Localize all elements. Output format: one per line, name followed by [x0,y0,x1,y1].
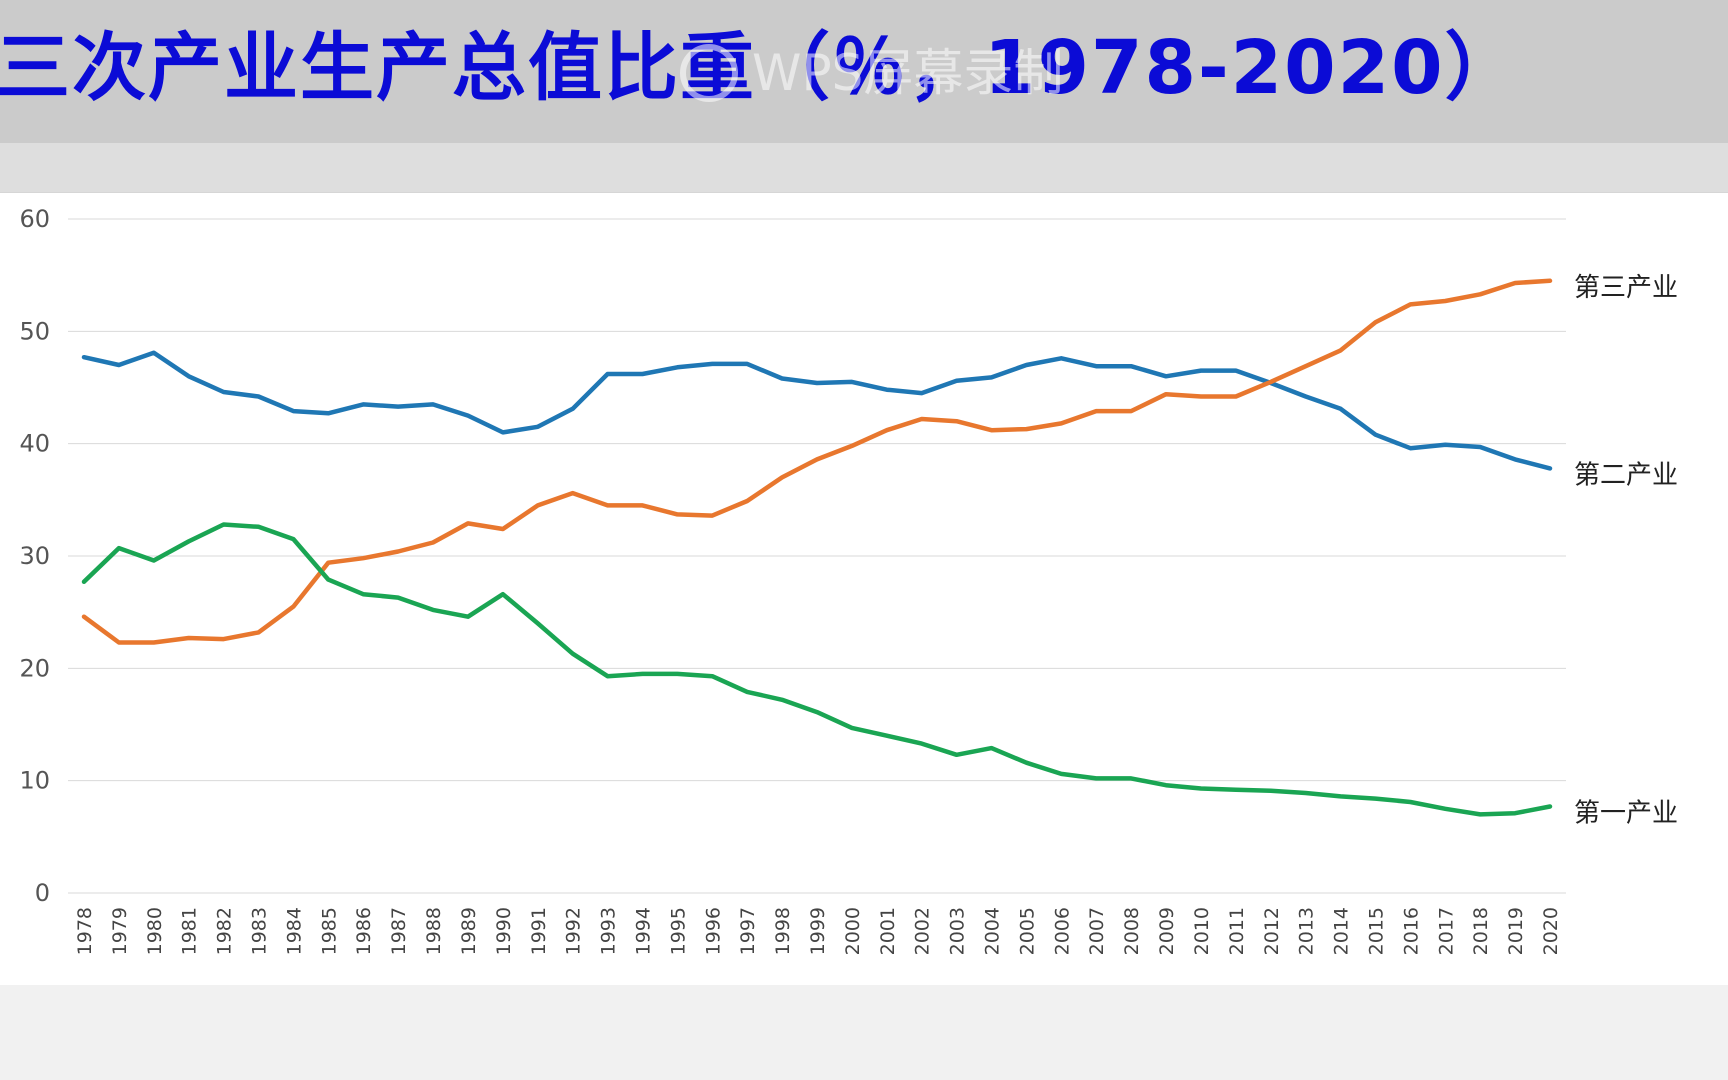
line-chart: 0 10 20 30 40 50 60 1978 1979 1980 1981 1982 1983 198… [19,205,1678,955]
x-tick-label: 1993 [598,907,620,955]
x-tick-label: 2017 [1435,907,1457,955]
series-line [81,522,1553,817]
x-tick-label: 2012 [1261,907,1283,955]
x-tick-label: 1992 [563,907,585,955]
page-title: 三次产业生产总值比重（％，1978-2020） [0,25,1521,111]
x-tick-label: 2008 [1121,907,1143,955]
x-tick-label: 2014 [1331,907,1353,955]
watermark-text: WPS屏幕录制 [752,44,1064,102]
y-tick-label: 10 [19,767,50,795]
x-tick-label: 1981 [179,907,201,955]
bottom-band [0,985,1728,1080]
x-tick-label: 1985 [318,907,340,955]
x-tick-label: 2009 [1156,907,1178,955]
x-tick-label: 2002 [912,907,934,955]
x-tick-label: 2004 [982,907,1004,955]
x-tick-label: 1987 [388,907,410,955]
x-tick-label: 1999 [807,907,829,955]
x-tick-label: 2010 [1191,907,1213,955]
x-tick-label: 2020 [1540,907,1562,955]
x-tick-label: 2015 [1365,907,1387,955]
series-line [81,278,1553,645]
y-tick-label: 0 [35,879,50,907]
x-tick-label: 2001 [877,907,899,955]
series-label: 第一产业 [1574,799,1678,829]
x-tick-label: 2019 [1505,907,1527,955]
x-tick-label: 2000 [842,907,864,955]
x-tick-label: 2005 [1016,907,1038,955]
x-tick-label: 1991 [528,907,550,955]
x-tick-label: 1988 [423,907,445,955]
x-tick-label: 1989 [458,907,480,955]
x-tick-label: 1996 [702,907,724,955]
title-bar: 三次产业生产总值比重（％，1978-2020） WPS屏幕录制 [0,0,1728,143]
x-tick-label: 2003 [947,907,969,955]
x-tick-label: 1998 [772,907,794,955]
x-tick-label: 1986 [353,907,375,955]
x-tick-label: 2016 [1400,907,1422,955]
x-tick-label: 1994 [632,907,654,955]
gap-band [0,143,1728,192]
x-tick-label: 1982 [214,907,236,955]
y-tick-label: 60 [19,205,50,233]
x-tick-label: 2011 [1226,907,1248,955]
y-tick-label: 30 [19,542,50,570]
series-label: 第三产业 [1574,273,1678,303]
record-icon [680,44,738,102]
x-tick-label: 1978 [74,907,96,955]
x-tick-label: 1983 [249,907,271,955]
series-label: 第二产业 [1574,460,1678,490]
x-tick-label: 1984 [283,907,305,955]
watermark: WPS屏幕录制 [680,38,1063,108]
y-tick-label: 20 [19,654,50,682]
x-tick-label: 1979 [109,907,131,955]
chart-panel: 0 10 20 30 40 50 60 1978 1979 1980 1981 1982 1983 198… [0,192,1728,986]
x-tick-label: 1995 [667,907,689,955]
y-tick-label: 50 [19,317,50,345]
x-tick-label: 2006 [1051,907,1073,955]
x-tick-label: 1980 [144,907,166,955]
y-tick-label: 40 [19,430,50,458]
x-tick-label: 1997 [737,907,759,955]
x-tick-label: 1990 [493,907,515,955]
x-tick-label: 2013 [1296,907,1318,955]
x-tick-label: 2007 [1086,907,1108,955]
series-line [81,350,1553,471]
x-tick-label: 2018 [1470,907,1492,955]
